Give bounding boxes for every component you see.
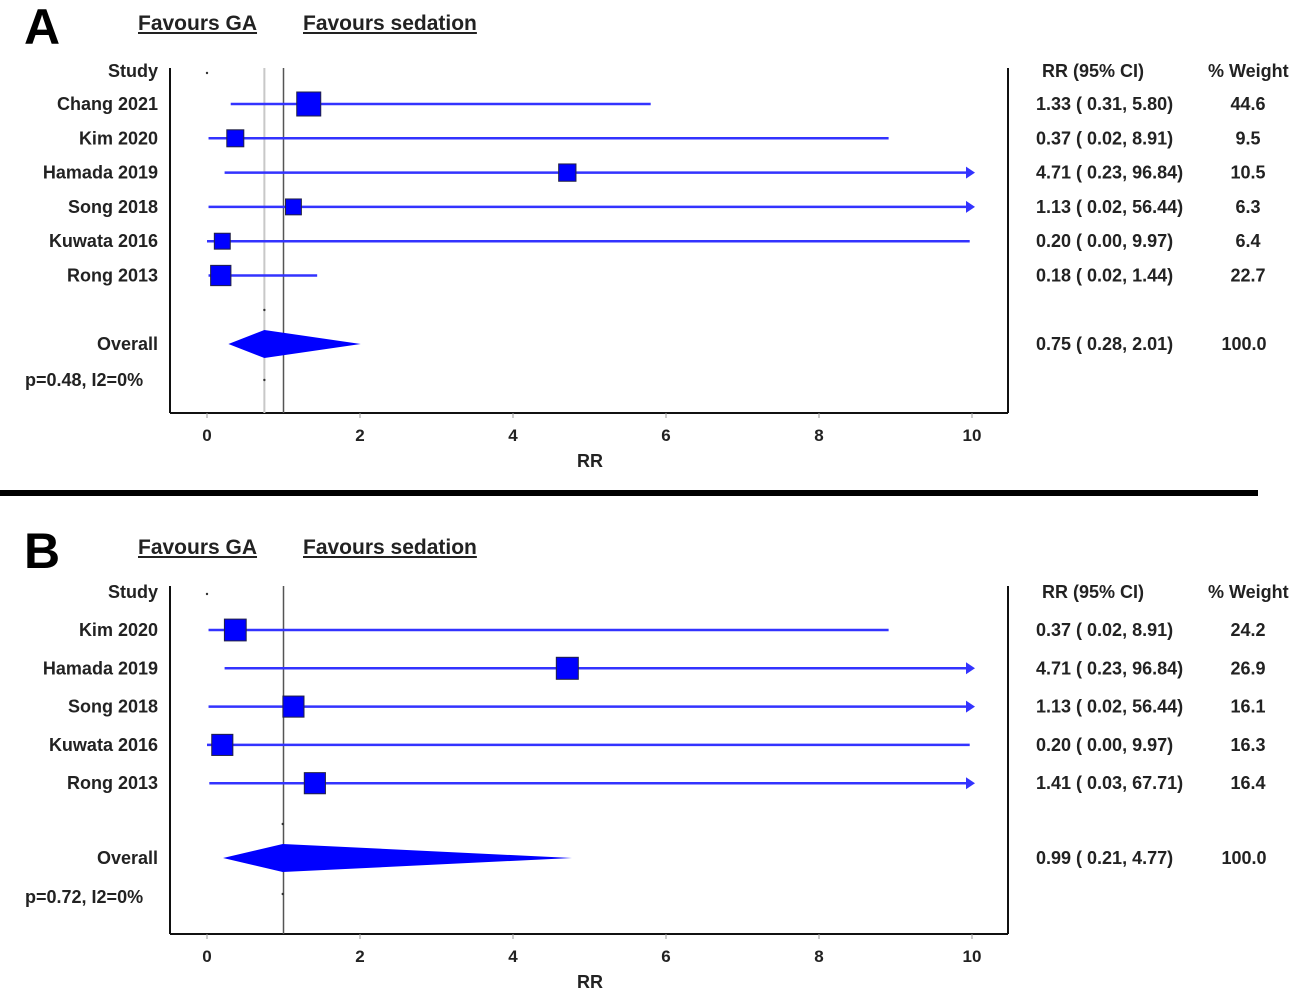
study-label: Hamada 2019 — [43, 163, 158, 183]
ci-arrow-icon — [966, 200, 975, 213]
panel-divider — [0, 490, 1258, 496]
point-estimate-marker — [285, 198, 302, 216]
weight-value: 22.7 — [1230, 266, 1265, 286]
overall-diamond — [228, 330, 361, 358]
overall-line-dot — [263, 308, 266, 312]
x-tick-label: 4 — [508, 947, 518, 966]
weight-value: 16.1 — [1230, 697, 1265, 717]
overall-line-dot — [281, 822, 284, 826]
overall-line-dot — [263, 378, 266, 382]
weight-value: 16.4 — [1230, 773, 1265, 793]
panel-label: B — [24, 523, 61, 579]
point-estimate-marker — [296, 91, 322, 117]
forest-plot-a: Study RR (95% CI) % Weight Chang 2021 1.33 (… — [25, 61, 1289, 471]
estimate-column-header: RR (95% CI) — [1042, 582, 1144, 602]
study-label: Rong 2013 — [67, 266, 158, 286]
study-column-header: Study — [108, 61, 158, 81]
weight-column-header: % Weight — [1208, 582, 1289, 602]
ci-arrow-icon — [966, 777, 975, 790]
overall-estimate-ci-value: 0.75 ( 0.28, 2.01) — [1036, 334, 1173, 354]
study-label: Kuwata 2016 — [49, 735, 158, 755]
x-tick-label: 0 — [202, 426, 211, 445]
x-axis-title: RR — [577, 451, 603, 471]
estimate-ci-value: 1.41 ( 0.03, 67.71) — [1036, 773, 1183, 793]
point-estimate-marker — [558, 163, 577, 182]
study-label: Rong 2013 — [67, 773, 158, 793]
x-tick-label: 4 — [508, 426, 518, 445]
favours-left-label: Favours GA — [138, 12, 258, 35]
favours-right-label: Favours sedation — [303, 12, 477, 35]
estimate-ci-value: 4.71 ( 0.23, 96.84) — [1036, 658, 1183, 678]
estimate-ci-value: 1.13 ( 0.02, 56.44) — [1036, 697, 1183, 717]
estimate-ci-value: 0.20 ( 0.00, 9.97) — [1036, 231, 1173, 251]
estimate-ci-value: 0.18 ( 0.02, 1.44) — [1036, 266, 1173, 286]
favours-right-label: Favours sedation — [303, 536, 477, 559]
x-tick-label: 2 — [355, 426, 364, 445]
study-column-header: Study — [108, 582, 158, 602]
weight-value: 9.5 — [1235, 128, 1260, 148]
estimate-column-header: RR (95% CI) — [1042, 61, 1144, 81]
point-estimate-marker — [303, 772, 326, 795]
point-estimate-marker — [226, 129, 245, 148]
study-label: Song 2018 — [68, 697, 158, 717]
ci-arrow-icon — [966, 700, 975, 713]
study-label: Song 2018 — [68, 197, 158, 217]
study-label: Chang 2021 — [57, 94, 158, 114]
overall-weight-value: 100.0 — [1221, 334, 1266, 354]
point-estimate-marker — [213, 232, 231, 250]
favours-left-label: Favours GA — [138, 536, 258, 559]
ci-arrow-icon — [966, 166, 975, 179]
x-tick-label: 0 — [202, 947, 211, 966]
weight-value: 24.2 — [1230, 620, 1265, 640]
heterogeneity-stat: p=0.48, I2=0% — [25, 370, 143, 390]
estimate-ci-value: 0.20 ( 0.00, 9.97) — [1036, 735, 1173, 755]
study-label: Kuwata 2016 — [49, 231, 158, 251]
overall-line-dot — [281, 892, 284, 896]
point-estimate-marker — [282, 695, 305, 718]
weight-value: 6.3 — [1235, 197, 1260, 217]
overall-label: Overall — [97, 848, 158, 868]
estimate-ci-value: 0.37 ( 0.02, 8.91) — [1036, 128, 1173, 148]
estimate-ci-value: 4.71 ( 0.23, 96.84) — [1036, 163, 1183, 183]
overall-estimate-ci-value: 0.99 ( 0.21, 4.77) — [1036, 848, 1173, 868]
estimate-ci-value: 0.37 ( 0.02, 8.91) — [1036, 620, 1173, 640]
x-tick-label: 6 — [661, 947, 670, 966]
overall-diamond — [223, 844, 572, 872]
point-estimate-marker — [555, 656, 579, 680]
x-axis-title: RR — [577, 972, 603, 992]
estimate-ci-value: 1.33 ( 0.31, 5.80) — [1036, 94, 1173, 114]
study-label: Kim 2020 — [79, 128, 158, 148]
point-estimate-marker — [223, 618, 247, 642]
x-tick-label: 8 — [814, 426, 823, 445]
panel-label: A — [24, 0, 61, 55]
overall-label: Overall — [97, 334, 158, 354]
x-tick-label: 8 — [814, 947, 823, 966]
origin-marker — [205, 71, 209, 75]
point-estimate-marker — [211, 733, 234, 756]
weight-value: 16.3 — [1230, 735, 1265, 755]
forest-plot-panel-a: A Favours GA Favours sedation Study RR (9… — [0, 0, 1312, 480]
origin-marker — [205, 592, 209, 596]
x-tick-label: 2 — [355, 947, 364, 966]
estimate-ci-value: 1.13 ( 0.02, 56.44) — [1036, 197, 1183, 217]
x-tick-label: 10 — [963, 947, 982, 966]
weight-value: 26.9 — [1230, 658, 1265, 678]
ci-arrow-icon — [966, 662, 975, 675]
study-label: Kim 2020 — [79, 620, 158, 640]
heterogeneity-stat: p=0.72, I2=0% — [25, 887, 143, 907]
study-label: Hamada 2019 — [43, 658, 158, 678]
weight-value: 44.6 — [1230, 94, 1265, 114]
overall-weight-value: 100.0 — [1221, 848, 1266, 868]
x-tick-label: 10 — [963, 426, 982, 445]
weight-value: 6.4 — [1235, 231, 1260, 251]
forest-plot-panel-b: B Favours GA Favours sedation Study RR (9… — [0, 520, 1312, 995]
point-estimate-marker — [210, 264, 232, 287]
weight-value: 10.5 — [1230, 163, 1265, 183]
forest-plot-b: Study RR (95% CI) % Weight Kim 2020 0.37 ( 0… — [25, 582, 1289, 992]
x-tick-label: 6 — [661, 426, 670, 445]
weight-column-header: % Weight — [1208, 61, 1289, 81]
